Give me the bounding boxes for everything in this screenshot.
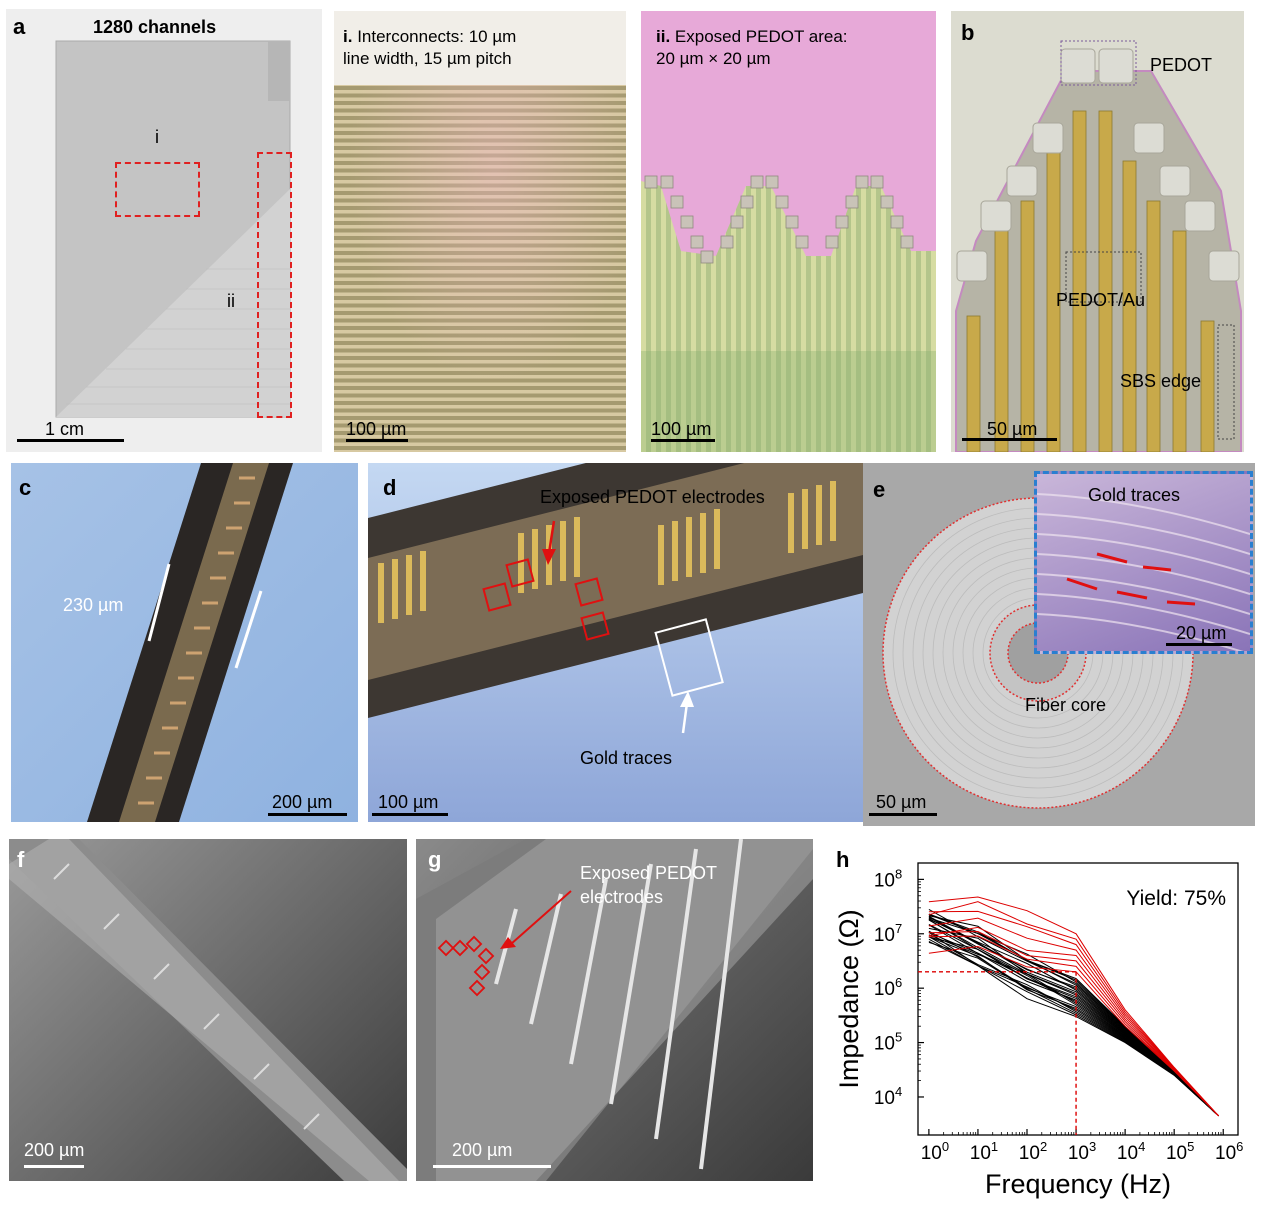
panel-f-scale-label: 200 µm xyxy=(24,1140,85,1160)
panel-c-scale-label: 200 µm xyxy=(272,792,333,812)
sem-image-f xyxy=(9,839,407,1181)
panel-b xyxy=(951,11,1244,452)
panel-h-letter: h xyxy=(836,847,850,872)
panel-e-inset-scale-label: 20 µm xyxy=(1176,623,1227,643)
panel-a-ii-prefix: ii. xyxy=(656,27,671,46)
panel-a-ii-scalebar xyxy=(651,439,715,442)
yield-annotation: Yield: 75% xyxy=(1126,887,1226,910)
impedance-curve-passing xyxy=(928,923,1219,1117)
panel-e-scale-label: 50 µm xyxy=(876,792,927,812)
impedance-curve-passing xyxy=(928,918,1219,1117)
impedance-curve-passing xyxy=(928,930,1219,1117)
panel-d-scalebar xyxy=(372,813,448,816)
y-tick-label: 108 xyxy=(874,866,902,891)
panel-a-i-scale-label: 100 µm xyxy=(346,419,407,439)
x-tick-label: 104 xyxy=(1117,1139,1145,1164)
panel-e-inset xyxy=(1034,471,1253,654)
panel-g-label-line1: Exposed PEDOT xyxy=(580,863,718,883)
panel-b-label-pedot-au: PEDOT/Au xyxy=(1056,290,1146,310)
panel-b-label-sbs: SBS edge xyxy=(1120,371,1202,391)
panel-g-scalebar xyxy=(433,1165,551,1168)
panel-g-label-line2: electrodes xyxy=(580,887,664,907)
panel-e-label-gold: Gold traces xyxy=(1088,485,1181,505)
x-tick-label: 102 xyxy=(1019,1139,1047,1164)
x-tick-label: 105 xyxy=(1166,1139,1194,1164)
panel-a xyxy=(6,9,322,452)
panel-c xyxy=(11,463,358,822)
panel-g-letter: g xyxy=(428,847,442,872)
region-i-label: i xyxy=(155,127,159,147)
impedance-curve-passing xyxy=(928,936,1219,1117)
panel-b-scalebar xyxy=(962,438,1057,441)
y-tick-label: 105 xyxy=(874,1030,902,1055)
panel-e-label-core: Fiber core xyxy=(1025,695,1107,715)
region-ii-label: ii xyxy=(227,291,235,311)
panel-b-scale-label: 50 µm xyxy=(987,419,1038,439)
panel-f-letter: f xyxy=(17,847,25,872)
region-i-box xyxy=(115,162,200,217)
fiber-micrograph-d xyxy=(368,463,863,734)
panel-a-ii-title-line1: ii. Exposed PEDOT area: xyxy=(656,27,848,47)
impedance-curve-passing xyxy=(928,940,1219,1117)
y-tick-label: 106 xyxy=(874,975,902,1000)
electrode-tip-micrograph xyxy=(955,40,1242,452)
panel-a-i-scalebar xyxy=(346,439,408,442)
panel-e-scalebar xyxy=(869,813,937,816)
panel-a-title: 1280 channels xyxy=(93,17,217,37)
panel-a-scalebar xyxy=(17,439,124,442)
x-tick-label: 106 xyxy=(1215,1139,1243,1164)
panel-a-i-title-line2: line width, 15 µm pitch xyxy=(343,49,512,68)
interconnect-micrograph xyxy=(334,11,626,452)
impedance-curve-passing xyxy=(928,936,1219,1117)
x-tick-label: 100 xyxy=(921,1139,949,1164)
x-tick-label: 103 xyxy=(1068,1139,1096,1164)
panel-c-width-label: 230 µm xyxy=(63,595,124,615)
panel-f xyxy=(9,839,407,1181)
panel-a-i-title-line1: i. Interconnects: 10 µm xyxy=(343,27,516,47)
impedance-curve-failing xyxy=(928,930,1219,1117)
panel-a-letter: a xyxy=(13,14,26,39)
pedot-area-micrograph xyxy=(641,11,936,452)
x-tick-label: 101 xyxy=(970,1139,998,1164)
y-axis-label: Impedance (Ω) xyxy=(834,909,864,1088)
impedance-curve-passing xyxy=(928,936,1219,1117)
panel-a-ii-title-line2: 20 µm × 20 µm xyxy=(656,49,771,68)
panel-g-scale-label: 200 µm xyxy=(452,1140,513,1160)
gold-traces-inset-image xyxy=(1037,493,1250,651)
panel-c-scalebar xyxy=(268,813,347,816)
panel-a-i-title-text: Interconnects: 10 µm xyxy=(357,27,517,46)
panel-b-label-pedot: PEDOT xyxy=(1150,55,1213,75)
fiber-micrograph-c xyxy=(87,463,293,822)
region-ii-box xyxy=(257,152,292,418)
x-axis-label: Frequency (Hz) xyxy=(985,1169,1171,1199)
panel-d xyxy=(368,463,863,822)
panel-a-ii xyxy=(641,11,936,452)
panel-a-i xyxy=(334,11,626,452)
y-tick-label: 104 xyxy=(874,1084,902,1109)
panel-d-label-gold: Gold traces xyxy=(580,748,673,768)
panel-d-letter: d xyxy=(383,475,397,500)
impedance-curve-failing xyxy=(928,926,1219,1117)
panel-d-scale-label: 100 µm xyxy=(378,792,439,812)
plot-frame xyxy=(917,862,1239,1136)
impedance-curve-passing xyxy=(928,931,1219,1117)
panel-c-letter: c xyxy=(19,475,32,500)
panel-a-ii-scale-label: 100 µm xyxy=(651,419,712,439)
y-tick-label: 107 xyxy=(874,921,902,946)
impedance-chart: 100 101 102 103 104 105 106 104 105 106 107 108 Freq… xyxy=(834,862,1243,1199)
panel-d-label-electrodes: Exposed PEDOT electrodes xyxy=(540,487,765,507)
panel-e-inset-scalebar xyxy=(1166,643,1232,646)
panel-b-letter: b xyxy=(961,20,975,45)
sem-image-g xyxy=(416,839,813,1181)
impedance-curve-passing xyxy=(928,941,1219,1117)
panel-f-scalebar xyxy=(24,1165,84,1168)
panel-g xyxy=(416,839,813,1181)
panel-e-letter: e xyxy=(873,477,886,502)
panel-a-ii-title-text: Exposed PEDOT area: xyxy=(674,27,848,46)
panel-a-wafer-photo xyxy=(55,40,291,418)
panel-a-i-prefix: i. xyxy=(343,27,353,46)
panel-a-scale-label: 1 cm xyxy=(45,419,85,439)
impedance-curve-failing xyxy=(928,896,1219,1117)
